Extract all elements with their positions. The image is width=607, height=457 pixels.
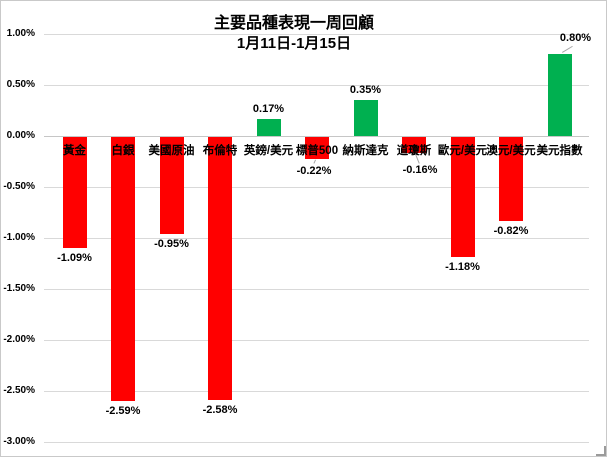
data-label: -1.18% [445,261,480,274]
leader-line [313,160,316,165]
data-label: -0.22% [296,165,332,178]
y-axis-tick-label: -2.00% [3,334,35,345]
gridline [44,136,589,137]
category-label: 布倫特 [202,145,238,157]
y-axis-tick-label: -1.50% [3,283,35,294]
gridline [44,289,589,290]
data-label: -0.16% [402,164,438,177]
gridline [44,85,589,86]
y-axis-tick-label: -0.50% [3,181,35,192]
category-label: 美國原油 [148,145,195,157]
category-label: 澳元/美元 [486,145,536,157]
resize-corner-handle [596,446,606,456]
gridline [44,238,589,239]
data-label: -1.09% [57,252,92,265]
data-label: -2.59% [105,405,141,418]
bar-5 [305,137,329,160]
chart-title: 主要品種表現一周回顧 [213,15,374,32]
y-axis-tick-label: 0.50% [6,79,35,90]
category-label: 白銀 [111,145,135,157]
category-label: 英鎊/美元 [243,145,294,157]
y-axis-tick-label: 1.00% [6,28,35,39]
y-axis-tick-label: 0.00% [6,130,35,141]
bar-7 [402,137,426,154]
chart-subtitle: 1月11日-1月15日 [236,35,352,52]
bar-0 [62,137,87,249]
data-label: -0.95% [154,237,189,250]
y-axis-tick-label: -1.00% [3,232,35,243]
bar-9 [499,137,523,221]
y-axis-tick-label: -2.50% [3,385,35,396]
data-label: -0.82% [493,224,529,237]
gridline [44,340,589,341]
category-label: 標普500 [295,145,339,157]
category-label: 黃金 [63,145,86,157]
y-axis-tick-label: -3.00% [3,436,35,447]
bar-6 [353,100,378,136]
bar-1 [111,137,135,402]
data-label: -2.58% [202,404,238,417]
data-label: 0.35% [349,84,382,97]
bar-8 [450,137,475,258]
data-label: 0.17% [252,102,285,115]
gridline [44,34,589,35]
gridline [44,391,589,392]
category-label: 納斯達克 [342,145,389,157]
gridline [44,442,589,443]
bar-10 [547,54,572,136]
data-label: 0.80% [559,32,592,45]
category-label: 美元指數 [536,145,583,157]
bar-3 [208,137,232,401]
category-label: 道瓊斯 [396,145,432,157]
bar-4 [256,118,281,136]
bar-2 [159,137,184,234]
category-label: 歐元/美元 [437,145,488,157]
gridline [44,187,589,188]
